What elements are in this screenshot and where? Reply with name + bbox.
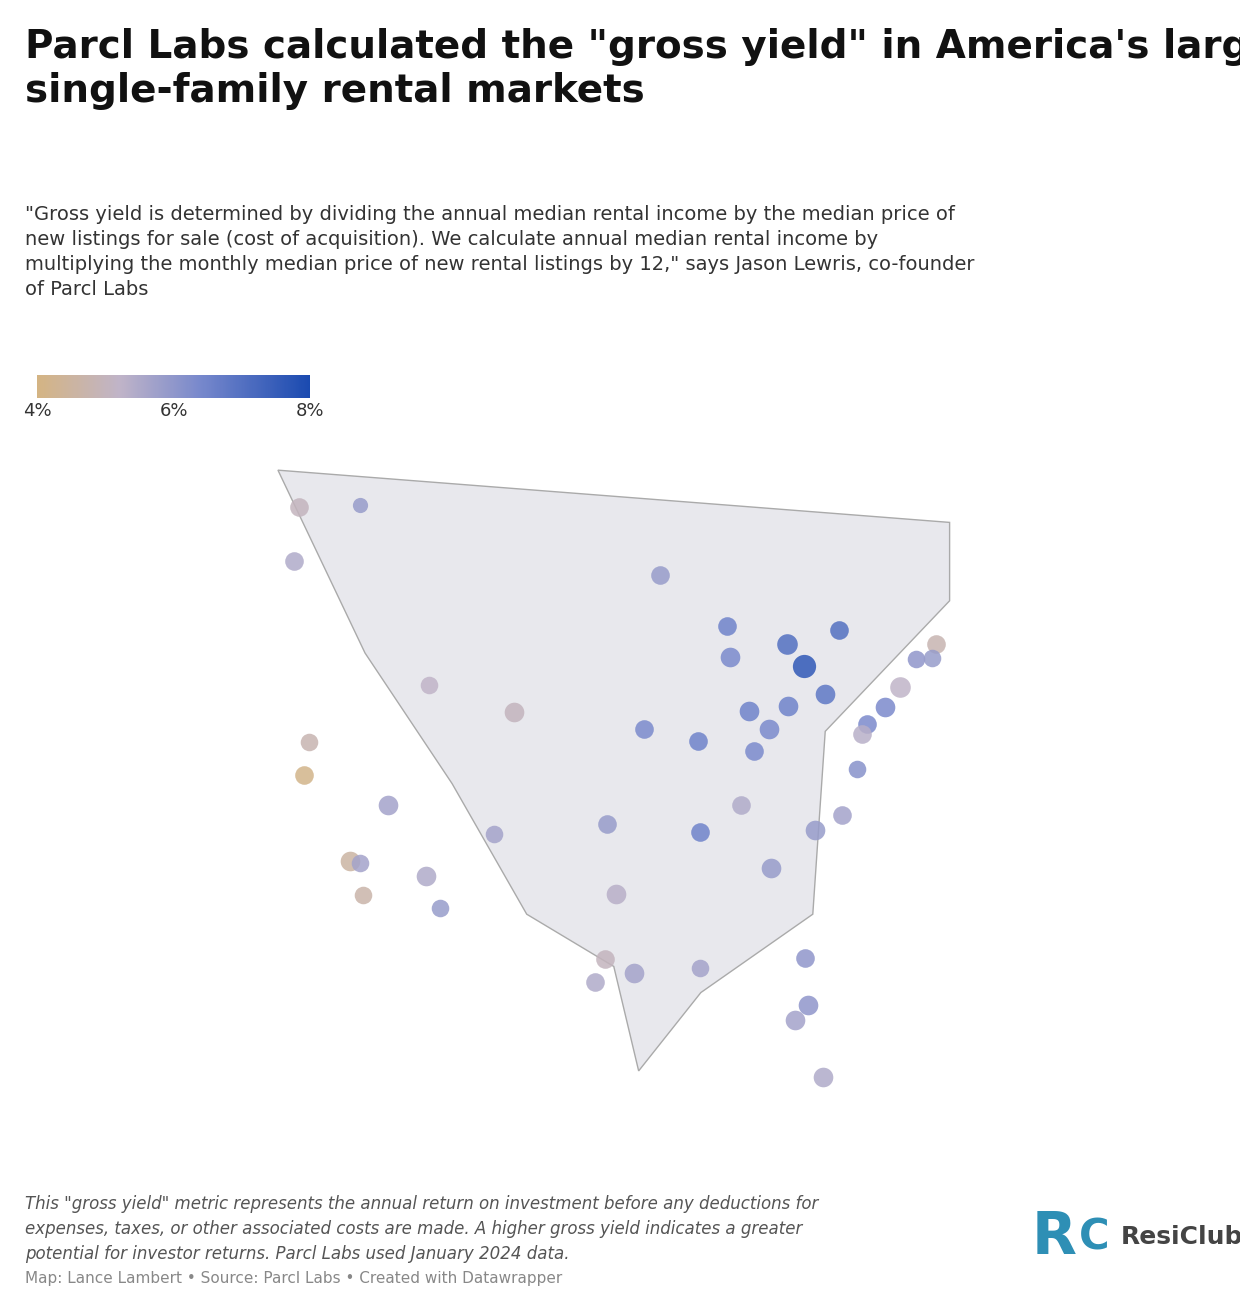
Point — [730, 795, 750, 816]
Point — [688, 730, 708, 751]
Point — [777, 633, 797, 654]
Point — [923, 648, 942, 669]
Point — [717, 615, 737, 636]
Point — [284, 551, 304, 572]
Text: R: R — [1032, 1209, 1076, 1266]
Point — [691, 821, 711, 842]
Point — [417, 866, 436, 887]
Point — [858, 713, 878, 734]
Point — [906, 649, 926, 670]
Text: This "gross yield" metric represents the annual return on investment before any : This "gross yield" metric represents the… — [25, 1195, 818, 1263]
Point — [689, 957, 709, 978]
Point — [419, 675, 439, 696]
Point — [739, 701, 759, 722]
Point — [813, 1067, 833, 1088]
Point — [779, 696, 799, 717]
Point — [875, 696, 895, 717]
Point — [585, 972, 605, 993]
Point — [847, 759, 867, 780]
Point — [720, 646, 740, 667]
Point — [294, 764, 314, 785]
Point — [760, 858, 780, 879]
Point — [484, 823, 503, 844]
Point — [744, 741, 764, 761]
Point — [598, 814, 618, 835]
Point — [799, 994, 818, 1015]
Point — [890, 677, 910, 697]
Point — [926, 633, 946, 654]
Point — [624, 963, 644, 983]
Text: C: C — [1079, 1216, 1110, 1259]
Point — [350, 495, 370, 516]
Point — [378, 795, 398, 816]
Point — [430, 899, 450, 919]
Point — [650, 564, 670, 585]
Point — [340, 850, 360, 871]
Point — [353, 885, 373, 906]
Point — [852, 724, 872, 744]
Point — [795, 947, 815, 968]
Point — [289, 496, 309, 517]
Point — [595, 949, 615, 970]
Point — [785, 1010, 805, 1030]
Point — [759, 718, 779, 739]
Point — [350, 853, 370, 874]
Point — [606, 883, 626, 904]
Point — [505, 701, 525, 722]
Point — [805, 819, 825, 840]
Point — [795, 656, 815, 677]
Point — [830, 619, 849, 640]
Text: "Gross yield is determined by dividing the annual median rental income by the me: "Gross yield is determined by dividing t… — [25, 205, 975, 299]
Text: Parcl Labs calculated the "gross yield" in America's largest
single-family renta: Parcl Labs calculated the "gross yield" … — [25, 29, 1240, 110]
Point — [299, 731, 319, 752]
Point — [832, 804, 852, 825]
Text: ResiClub: ResiClub — [1121, 1225, 1240, 1250]
Point — [816, 683, 836, 704]
Text: Map: Lance Lambert • Source: Parcl Labs • Created with Datawrapper: Map: Lance Lambert • Source: Parcl Labs … — [25, 1272, 562, 1286]
Polygon shape — [278, 470, 950, 1071]
Point — [634, 718, 653, 739]
